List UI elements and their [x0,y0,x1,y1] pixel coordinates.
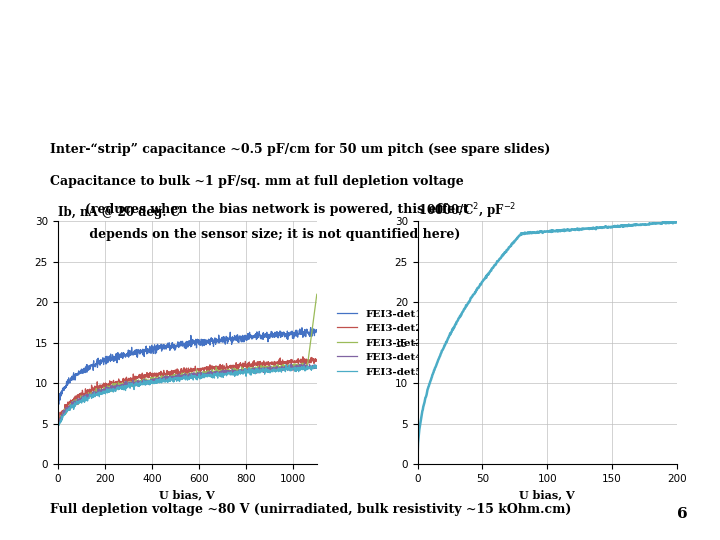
X-axis label: U bias, V: U bias, V [159,490,215,501]
FEI3-det3 [161,375,169,382]
FEI3-det4 [161,373,169,379]
Text: Capacitance to bulk ~1 pF/sq. mm at full depletion voltage: Capacitance to bulk ~1 pF/sq. mm at full… [50,176,464,188]
FEI3-det3 [312,291,321,298]
FEI3-det5 [303,363,312,369]
FEI3-det2 [53,420,62,426]
FEI3-det4 [312,363,321,370]
Text: Ib, nA @ 20 deg. C: Ib, nA @ 20 deg. C [58,206,179,219]
FEI3-det5 [161,377,169,384]
FEI3-det1 [66,377,75,384]
Line: FEI3-det4: FEI3-det4 [58,363,317,426]
FEI3-det1 [302,326,311,333]
FEI3-det4 [53,422,62,429]
FEI3-det2 [253,362,261,369]
Text: depends on the sensor size; it is not quantified here): depends on the sensor size; it is not qu… [50,228,461,241]
FEI3-det3 [54,423,63,429]
FEI3-det1 [119,349,127,356]
FEI3-det1 [161,346,169,352]
FEI3-det5 [253,368,261,375]
FEI3-det1 [53,397,62,403]
FEI3-det1 [73,370,82,377]
FEI3-det3 [53,420,62,426]
Text: (reduces when the bias network is powered, this effect: (reduces when the bias network is powere… [50,202,469,215]
FEI3-det5 [53,424,62,430]
FEI3-det2 [161,372,169,379]
FEI3-det4 [119,382,127,389]
FEI3-det3 [253,366,261,372]
Line: FEI3-det2: FEI3-det2 [58,357,317,424]
FEI3-det4 [253,368,261,375]
FEI3-det1 [253,335,261,341]
Line: FEI3-det1: FEI3-det1 [58,328,317,404]
FEI3-det5 [66,406,75,413]
FEI3-det5 [53,424,62,431]
FEI3-det1 [306,325,315,331]
FEI3-det5 [119,385,127,392]
FEI3-det3 [66,401,75,407]
Text: Full depletion voltage ~80 V (unirradiated, bulk resistivity ~15 kOhm.cm): Full depletion voltage ~80 V (unirradiat… [50,503,572,516]
FEI3-det1 [55,401,63,408]
Line: FEI3-det3: FEI3-det3 [58,294,317,426]
FEI3-det2 [66,399,75,405]
FEI3-det2 [299,354,307,360]
FEI3-det2 [312,357,321,364]
FEI3-det3 [73,396,82,402]
Text: 10000/C$^2$, pF$^{-2}$: 10000/C$^2$, pF$^{-2}$ [418,202,516,221]
FEI3-det4 [300,360,309,366]
FEI3-det4 [302,363,311,370]
FEI3-det2 [73,395,82,402]
FEI3-det3 [119,383,127,389]
Text: 6: 6 [677,507,688,521]
X-axis label: U bias, V: U bias, V [519,490,575,501]
Text: Inter-“strip” capacitance ~0.5 pF/cm for 50 um pitch (see spare slides): Inter-“strip” capacitance ~0.5 pF/cm for… [50,143,551,156]
FEI3-det2 [303,357,312,363]
FEI3-det1 [312,328,321,334]
Line: FEI3-det5: FEI3-det5 [58,365,317,428]
FEI3-det5 [282,362,290,368]
FEI3-det4 [66,403,74,410]
FEI3-det2 [119,378,127,384]
FEI3-det2 [54,421,63,427]
FEI3-det5 [312,363,321,370]
FEI3-det5 [73,399,82,405]
FEI3-det4 [73,400,82,406]
FEI3-det3 [302,362,311,369]
Legend: FEI3-det1, FEI3-det2, FEI3-det3, FEI3-det4, FEI3-det5: FEI3-det1, FEI3-det2, FEI3-det3, FEI3-de… [333,305,428,381]
